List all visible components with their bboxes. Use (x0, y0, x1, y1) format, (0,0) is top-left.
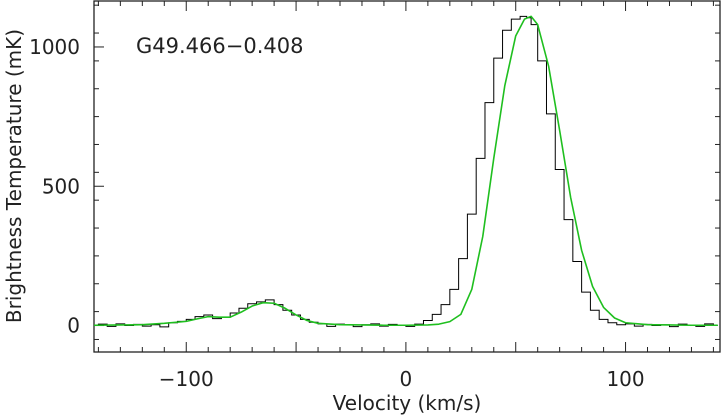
x-tick-label: 100 (606, 367, 644, 391)
spectrum-histogram (94, 15, 718, 328)
plot-frame (93, 0, 721, 353)
y-tick-label: 0 (67, 314, 80, 338)
series-layer (93, 15, 718, 328)
y-tick-label: 500 (42, 174, 80, 198)
source-annotation: G49.466−0.408 (136, 34, 303, 58)
x-axis-label: Velocity (km/s) (333, 391, 482, 415)
y-tick-label: 1000 (29, 35, 80, 59)
axis-ticks (94, 1, 720, 352)
x-tick-label: 0 (400, 367, 413, 391)
x-tick-label: −100 (159, 367, 214, 391)
gaussian-fit-line (93, 15, 718, 327)
y-axis-label: Brightness Temperature (mK) (2, 29, 26, 323)
